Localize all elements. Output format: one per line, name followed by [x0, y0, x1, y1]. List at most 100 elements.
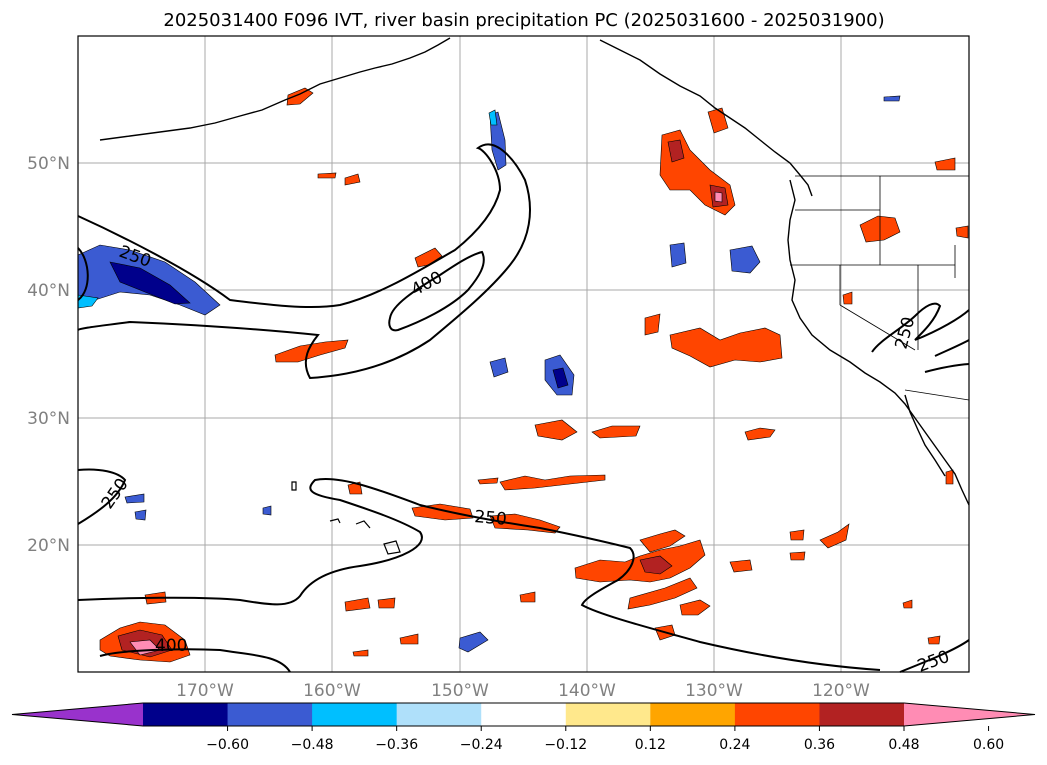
- ivt-contour-250-east3: [924, 363, 970, 373]
- lon-tick-labels: 170°W 160°W 150°W 140°W 130°W 120°W: [176, 681, 870, 701]
- precip-positive-area: [819, 523, 850, 549]
- colorbar-outline: [11, 702, 1036, 727]
- lon-tick-label: 150°W: [431, 681, 489, 701]
- lon-tick-label: 130°W: [685, 681, 743, 701]
- colorbar-extend-high: [904, 703, 1035, 726]
- precip-positive-area: [934, 157, 956, 171]
- contour-label: 250: [474, 507, 508, 530]
- map-frame: [77, 35, 970, 673]
- precip-positive-area: [639, 529, 686, 553]
- precip-negative-area: [458, 631, 489, 653]
- precip-positive-area: [639, 555, 673, 575]
- island: [383, 540, 401, 555]
- precip-negative-area: [489, 111, 507, 171]
- coastlines: [99, 37, 970, 506]
- precip-positive-area: [789, 551, 806, 561]
- precip-positive-area: [955, 225, 969, 239]
- lat-tick-label: 20°N: [27, 536, 70, 556]
- lat-tick-label: 30°N: [27, 409, 70, 429]
- ivt-contour-250-south-band: [77, 478, 881, 671]
- precip-negative-area: [729, 245, 761, 274]
- ivt-contour-250-east2: [934, 339, 970, 357]
- map-area: 250 400 250 250 250 400 250: [77, 35, 970, 677]
- precip-positive-area: [789, 529, 805, 541]
- precip-shading: [77, 87, 969, 663]
- coastline-baja: [904, 394, 946, 477]
- coastline-alaska: [99, 37, 451, 141]
- precip-negative-area: [124, 493, 145, 504]
- colorbar-tick-label: 0.24: [719, 737, 750, 753]
- lat-tick-labels: 50°N 40°N 30°N 20°N: [27, 154, 70, 556]
- ivt-contour-400: [388, 250, 485, 332]
- precip-positive-area: [902, 599, 913, 609]
- precip-positive-area: [574, 539, 706, 583]
- precip-negative-area: [883, 95, 901, 102]
- precip-negative-area: [488, 109, 498, 126]
- colorbar-segment: [565, 703, 651, 726]
- coastline-alaska-gulf: [599, 39, 813, 197]
- precip-negative-area: [109, 261, 191, 305]
- ivt-contour-250-south: [77, 468, 127, 525]
- precip-negative-area: [489, 357, 509, 378]
- precip-positive-area: [667, 139, 685, 163]
- border-state: [904, 389, 970, 401]
- contour-label: 400: [155, 636, 187, 656]
- colorbar-tick-label: 0.36: [804, 737, 835, 753]
- colorbar-segment: [143, 703, 229, 726]
- precip-positive-area: [352, 649, 369, 657]
- ivt-contour-250-east: [871, 302, 970, 353]
- gridlines: [78, 36, 969, 672]
- lon-tick-label: 170°W: [176, 681, 234, 701]
- colorbar-segment: [227, 703, 313, 726]
- precip-positive-area: [744, 427, 776, 441]
- lon-tick-label: 120°W: [812, 681, 870, 701]
- ivt-contour-400-south: [99, 648, 291, 673]
- island: [329, 518, 341, 524]
- colorbar-tick-label: 0.12: [635, 737, 666, 753]
- precip-positive-area: [842, 291, 853, 305]
- precip-positive-area: [344, 597, 371, 612]
- island: [355, 520, 371, 529]
- colorbar-tick-label: 0.60: [973, 737, 1004, 753]
- lat-tick-label: 50°N: [27, 154, 70, 174]
- precip-positive-area: [477, 477, 499, 485]
- lat-tick-label: 40°N: [27, 281, 70, 301]
- coastline-west-coast: [787, 179, 970, 506]
- precip-positive-area: [945, 469, 954, 485]
- ivt-contours: [77, 143, 970, 673]
- colorbar-tick-label: −0.36: [375, 737, 418, 753]
- ivt-contour-250-west-circle: [77, 247, 89, 301]
- precip-positive-area: [317, 172, 337, 179]
- map-frame-bg: [78, 36, 969, 672]
- precip-positive-area: [714, 191, 723, 203]
- precip-positive-area: [534, 419, 578, 441]
- precip-positive-area: [679, 599, 711, 616]
- precip-negative-area: [262, 505, 272, 516]
- island: [291, 481, 297, 491]
- colorbar-segment: [396, 703, 482, 726]
- border-state: [839, 304, 916, 351]
- precip-positive-area: [519, 591, 536, 603]
- ivt-contour-250-se: [899, 639, 970, 673]
- precip-positive-area: [669, 327, 783, 368]
- precip-positive-area: [644, 313, 661, 336]
- colorbar-segment: [819, 703, 905, 726]
- precip-positive-area: [591, 425, 641, 439]
- colorbar-tick-label: 0.48: [888, 737, 919, 753]
- precip-positive-area: [274, 339, 349, 363]
- colorbar-tick-label: −0.60: [206, 737, 249, 753]
- precip-positive-area: [627, 577, 698, 610]
- colorbar: −0.60 −0.48 −0.36 −0.24 −0.12 0.12 0.24 0.36 0.4…: [11, 702, 1036, 753]
- precip-negative-area: [134, 509, 147, 521]
- lon-tick-label: 160°W: [303, 681, 361, 701]
- ivt-contour-250-north: [77, 143, 531, 380]
- precip-negative-area: [552, 367, 569, 389]
- colorbar-segment: [481, 703, 567, 726]
- precip-positive-area: [499, 474, 606, 491]
- colorbar-tick-label: −0.12: [544, 737, 587, 753]
- colorbar-tick-label: −0.24: [460, 737, 503, 753]
- colorbar-segment: [312, 703, 398, 726]
- precip-positive-area: [344, 173, 361, 186]
- precip-positive-area: [399, 633, 419, 645]
